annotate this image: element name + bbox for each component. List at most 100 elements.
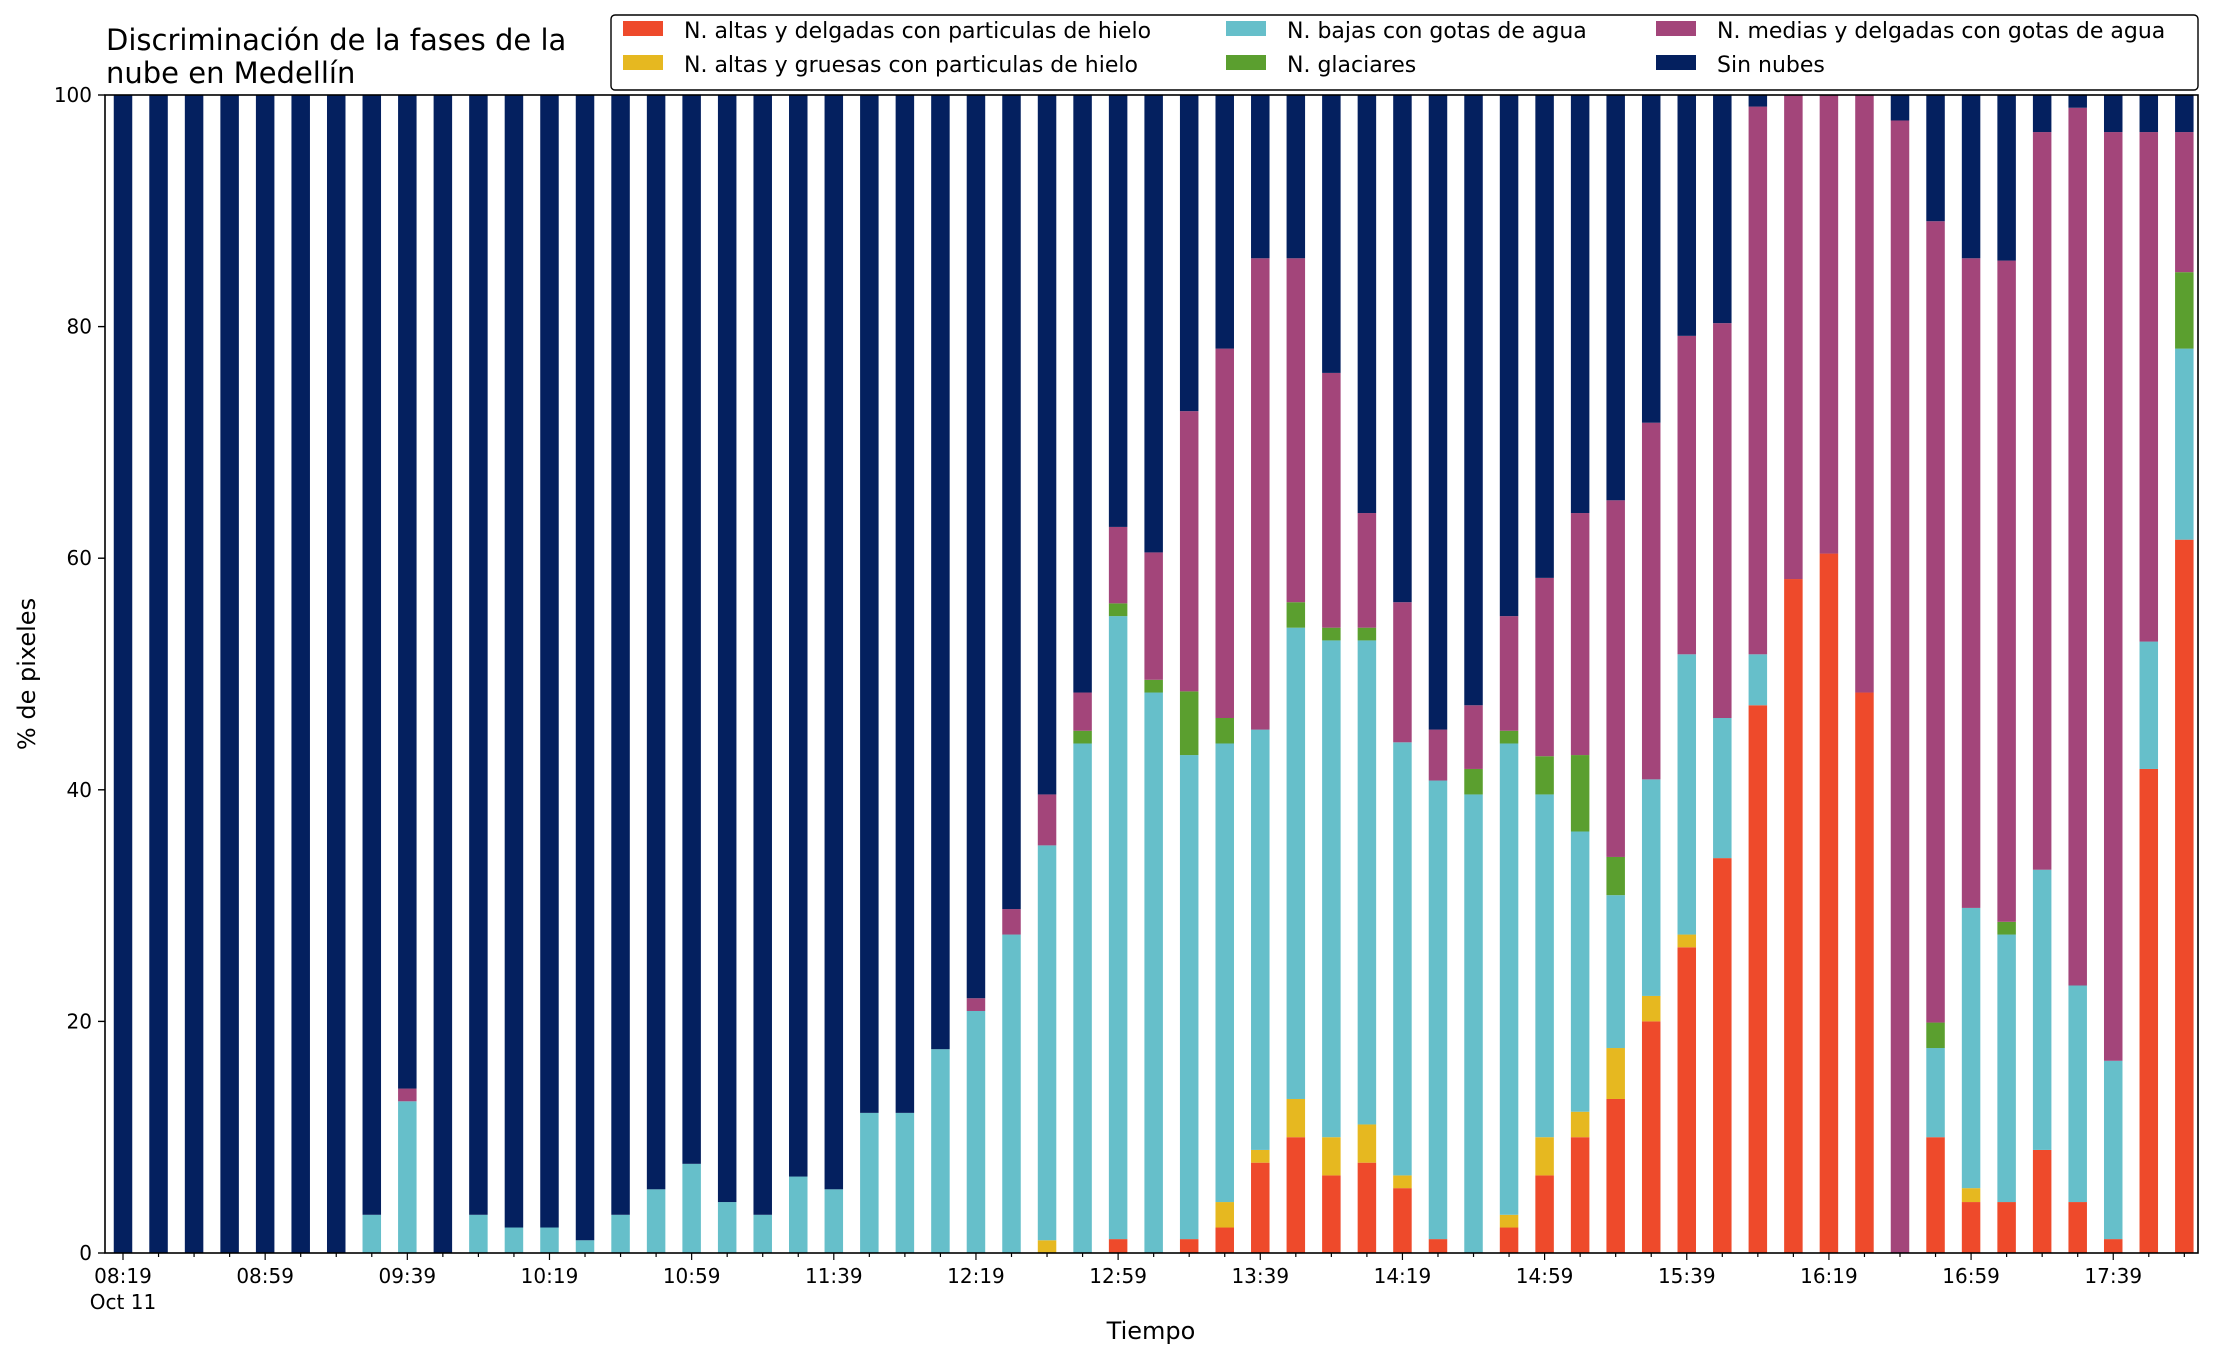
bar-segment-s2-32 bbox=[1251, 729, 1270, 1150]
y-tick-label: 40 bbox=[67, 778, 92, 802]
bar-segment-s5-39 bbox=[1499, 95, 1519, 617]
bar-segment-s3-34 bbox=[1322, 627, 1341, 641]
chart-title-line: nube en Medellín bbox=[106, 56, 355, 90]
bar-segment-s5-26 bbox=[1037, 95, 1057, 795]
bar-segment-s0-39 bbox=[1499, 1227, 1519, 1253]
bar-segment-s3-28 bbox=[1108, 603, 1128, 617]
bar-segment-s4-44 bbox=[1677, 335, 1697, 655]
bar-segment-s0-37 bbox=[1428, 1239, 1448, 1253]
x-tick-label: 13:39 bbox=[1231, 1264, 1289, 1288]
bar-segment-s4-30 bbox=[1179, 411, 1199, 692]
bar-segment-s4-43 bbox=[1641, 422, 1661, 780]
bar-segment-s3-38 bbox=[1464, 768, 1483, 795]
bar-segment-s2-29 bbox=[1144, 692, 1163, 1253]
bar-segment-s2-7 bbox=[362, 1214, 382, 1253]
bar-segment-s2-11 bbox=[504, 1227, 524, 1253]
bar-segment-s5-5 bbox=[291, 95, 310, 1253]
legend-swatch bbox=[1226, 55, 1266, 70]
bar-segment-s5-45 bbox=[1713, 95, 1732, 324]
bar-segment-s1-35 bbox=[1357, 1124, 1377, 1163]
bar-segment-s4-53 bbox=[1997, 260, 2016, 922]
x-tick-label: 14:59 bbox=[1516, 1264, 1574, 1288]
bar-segment-s5-21 bbox=[860, 95, 879, 1113]
bar-segment-s4-51 bbox=[1926, 221, 1945, 1023]
y-tick-label: 80 bbox=[67, 315, 92, 339]
legend-swatch bbox=[1656, 55, 1696, 70]
bar-segment-s2-55 bbox=[2068, 985, 2087, 1203]
bar-segment-s0-31 bbox=[1215, 1227, 1234, 1253]
legend-label: N. medias y delgadas con gotas de agua bbox=[1717, 19, 2165, 44]
bar-segment-s0-45 bbox=[1713, 858, 1732, 1253]
bar-segment-s4-50 bbox=[1890, 120, 1910, 1254]
bar-segment-s5-51 bbox=[1926, 95, 1945, 222]
legend: N. altas y delgadas con particulas de hi… bbox=[610, 14, 2199, 91]
bar-segment-s4-8 bbox=[398, 1088, 417, 1102]
x-tick-label: 17:39 bbox=[2084, 1264, 2142, 1288]
bar-segment-s2-20 bbox=[824, 1189, 844, 1253]
bar-segment-s3-30 bbox=[1179, 691, 1199, 756]
bar-segment-s0-40 bbox=[1535, 1175, 1554, 1253]
x-tick-label: 10:59 bbox=[663, 1264, 721, 1288]
bar-segment-s2-53 bbox=[1997, 934, 2016, 1203]
bar-segment-s1-52 bbox=[1961, 1188, 1981, 1203]
bar-segment-s5-54 bbox=[2032, 95, 2052, 133]
bar-segment-s2-19 bbox=[789, 1176, 808, 1253]
x-tick-label: 12:59 bbox=[1089, 1264, 1147, 1288]
bar-segment-s1-44 bbox=[1677, 934, 1697, 948]
bar-segment-s2-51 bbox=[1926, 1048, 1945, 1138]
legend-label: N. bajas con gotas de agua bbox=[1287, 19, 1587, 44]
bar-segment-s5-30 bbox=[1179, 95, 1199, 412]
bar-segment-s2-41 bbox=[1570, 831, 1590, 1112]
bar-segment-s2-22 bbox=[895, 1112, 915, 1253]
y-tick-label: 60 bbox=[67, 546, 92, 570]
bar-segment-s4-58 bbox=[2175, 132, 2194, 273]
bar-segment-s0-30 bbox=[1179, 1239, 1199, 1253]
bar-segment-s5-42 bbox=[1606, 95, 1625, 501]
bar-segment-s0-33 bbox=[1286, 1137, 1306, 1253]
bar-segment-s2-25 bbox=[1002, 934, 1021, 1253]
x-tick-label: 12:19 bbox=[947, 1264, 1005, 1288]
bar-segment-s2-54 bbox=[2032, 869, 2052, 1150]
bar-segment-s5-11 bbox=[504, 95, 524, 1228]
bar-segment-s4-26 bbox=[1037, 794, 1057, 846]
bar-segment-s2-27 bbox=[1073, 743, 1092, 1253]
bar-segment-s5-53 bbox=[1997, 95, 2016, 261]
bar-segment-s2-57 bbox=[2139, 641, 2159, 769]
bar-segment-s4-35 bbox=[1357, 513, 1377, 628]
bar-segment-s5-20 bbox=[824, 95, 844, 1190]
bar-segment-s2-23 bbox=[931, 1049, 950, 1253]
bar-segment-s4-48 bbox=[1819, 95, 1839, 554]
bar-segment-s0-35 bbox=[1357, 1162, 1377, 1253]
bar-segment-s5-52 bbox=[1961, 95, 1981, 259]
bar-segment-s4-52 bbox=[1961, 258, 1981, 908]
bar-segment-s4-34 bbox=[1322, 372, 1341, 628]
bar-segment-s5-9 bbox=[433, 95, 453, 1253]
bar-segment-s5-6 bbox=[326, 95, 346, 1253]
legend-swatch bbox=[1656, 21, 1696, 36]
bar-segment-s5-55 bbox=[2068, 95, 2087, 108]
bar-segment-s5-38 bbox=[1464, 95, 1483, 706]
bar-segment-s0-58 bbox=[2175, 539, 2194, 1253]
bar-segment-s2-30 bbox=[1179, 755, 1199, 1240]
x-tick-label: 16:19 bbox=[1800, 1264, 1858, 1288]
bar-segment-s4-24 bbox=[966, 998, 986, 1011]
bar-segment-s3-53 bbox=[1997, 921, 2016, 935]
bar-segment-s5-10 bbox=[469, 95, 488, 1215]
bar-segment-s2-35 bbox=[1357, 640, 1377, 1125]
bar-segment-s2-15 bbox=[646, 1189, 666, 1253]
bar-segment-s0-49 bbox=[1855, 692, 1874, 1253]
y-tick-label: 0 bbox=[79, 1241, 92, 1265]
bar-segment-s1-39 bbox=[1499, 1214, 1519, 1228]
bar-segment-s4-38 bbox=[1464, 705, 1483, 769]
bar-segment-s0-46 bbox=[1748, 705, 1768, 1253]
bar-segment-s2-37 bbox=[1428, 780, 1448, 1240]
bar-segment-s2-42 bbox=[1606, 895, 1625, 1049]
bar-segment-s4-37 bbox=[1428, 729, 1448, 781]
legend-frame bbox=[610, 14, 2199, 91]
bar-segment-s2-39 bbox=[1499, 743, 1519, 1215]
y-tick-label: 100 bbox=[54, 83, 92, 107]
bar-segment-s5-22 bbox=[895, 95, 915, 1113]
legend-swatch bbox=[623, 21, 663, 36]
bar-segment-s3-33 bbox=[1286, 602, 1306, 628]
